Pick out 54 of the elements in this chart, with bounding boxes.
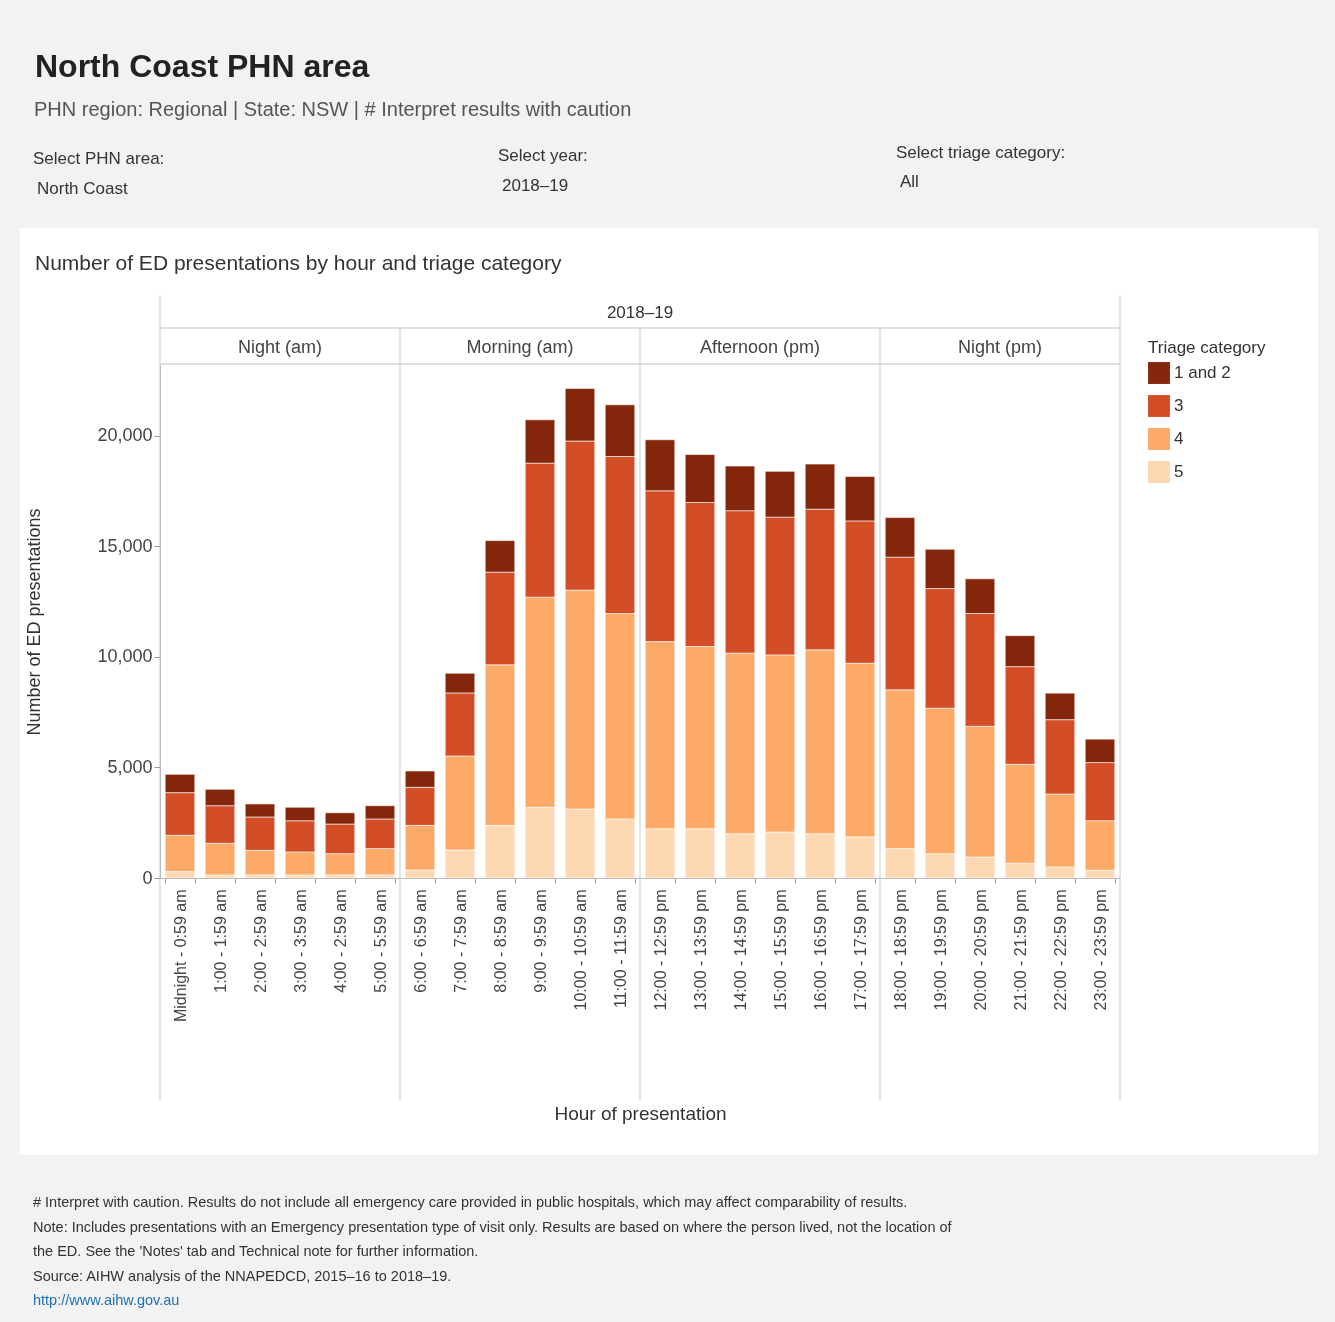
y-axis-title: Number of ED presentations	[23, 508, 44, 736]
legend-label: 3	[1174, 396, 1184, 415]
x-tick-label: Midnight - 0:59 am	[171, 889, 189, 1023]
x-tick-label: 6:00 - 6:59 am	[411, 889, 429, 993]
text: Morning (am)	[466, 337, 574, 357]
source-note: Source: AIHW analysis of the NNAPEDCD, 2015–16 to 2018–19.	[33, 1267, 452, 1284]
x-tick-label: 2:00 - 2:59 am	[251, 889, 269, 993]
x-tick-label: 9:00 - 9:59 am	[531, 889, 549, 993]
x-tick-label: 15:00 - 15:59 pm	[771, 889, 789, 1011]
x-tick-label: 8:00 - 8:59 am	[491, 889, 509, 993]
x-tick-label: 16:00 - 16:59 pm	[811, 889, 829, 1011]
chart-subtitle: PHN region: Regional | State: NSW | # Interpret results with caution	[34, 98, 632, 120]
x-tick-label: 12:00 - 12:59 pm	[651, 889, 669, 1011]
x-tick-label: 11:00 - 11:59 am	[611, 889, 629, 1009]
x-tick-label: 7:00 - 7:59 am	[451, 889, 469, 993]
text: Select triage category:	[896, 143, 1066, 162]
x-tick-label: 3:00 - 3:59 am	[291, 889, 309, 993]
x-tick-label: 22:00 - 22:59 pm	[1051, 889, 1069, 1011]
text: All	[900, 172, 919, 191]
y-tick-label: 5,000	[107, 756, 153, 777]
text: # Interpret with caution. Results do not include all emergency care provided in public hospitals, which may affect comparability of results.	[33, 1194, 908, 1210]
x-tick-label: 14:00 - 14:59 pm	[731, 889, 749, 1011]
x-tick-label: 13:00 - 13:59 pm	[691, 889, 709, 1011]
x-tick-label: 10:00 - 10:59 am	[571, 889, 589, 1011]
text: 2018–19	[502, 176, 569, 195]
x-tick-label: 20:00 - 20:59 pm	[971, 889, 989, 1011]
text: Select PHN area:	[33, 149, 165, 168]
legend-title: Triage category	[1148, 338, 1266, 357]
x-tick-label: 5:00 - 5:59 am	[371, 889, 389, 993]
text: http://www.aihw.gov.au	[33, 1292, 180, 1308]
text: Night (am)	[237, 337, 323, 357]
text: Note: Includes presentations with an Emergency presentation type of visit only. Results are based on where the person lived, not the location of the ED. See the 'Notes' tab and Technical note for further information.	[33, 1218, 953, 1259]
x-tick-label: 18:00 - 18:59 pm	[891, 889, 909, 1011]
x-tick-label: 23:00 - 23:59 pm	[1091, 889, 1109, 1011]
y-tick-label: 10,000	[97, 646, 153, 667]
x-tick-label: 21:00 - 21:59 pm	[1011, 889, 1029, 1011]
x-tick-label: 1:00 - 1:59 am	[211, 889, 229, 993]
text: Afternoon (pm)	[699, 337, 821, 357]
x-tick-label: 17:00 - 17:59 pm	[851, 889, 869, 1011]
x-tick-label: 19:00 - 19:59 pm	[931, 889, 949, 1011]
text: 2018–19	[606, 303, 674, 322]
legend-label: 4	[1174, 429, 1184, 448]
y-tick-label: 20,000	[97, 425, 153, 446]
y-tick-label: 15,000	[97, 535, 153, 556]
x-axis-title: Hour of presentation	[554, 1102, 727, 1124]
chart-title: North Coast PHN area	[35, 48, 370, 84]
legend-label: 5	[1174, 462, 1184, 481]
text: Select year:	[498, 146, 588, 165]
y-tick-label: 0	[142, 867, 153, 888]
text: North Coast	[37, 179, 128, 198]
legend-label: 1 and 2	[1174, 363, 1231, 382]
text: Number of ED presentations by hour and triage category	[35, 251, 562, 274]
text: Night (pm)	[957, 337, 1043, 357]
x-tick-label: 4:00 - 2:59 am	[331, 889, 349, 993]
